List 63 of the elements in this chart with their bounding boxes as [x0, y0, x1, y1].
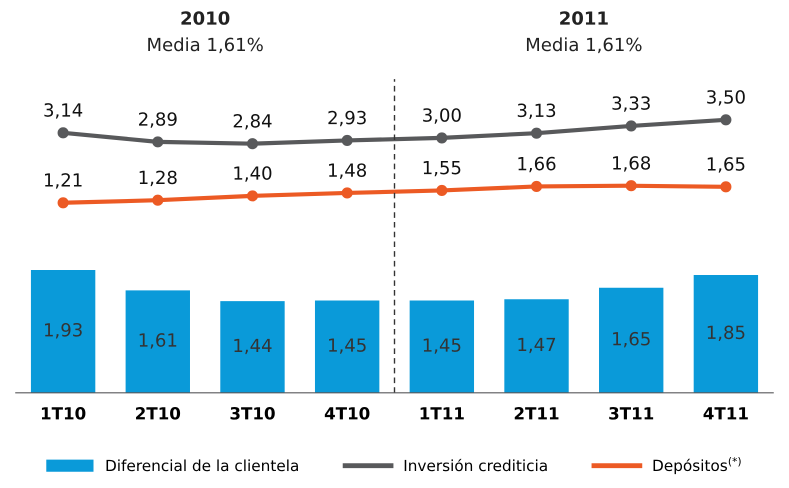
- data-label: 1,45: [329, 338, 366, 354]
- point: [530, 180, 542, 192]
- point: [436, 184, 448, 196]
- point: [58, 127, 69, 138]
- legend-label: Inversión crediticia: [404, 458, 547, 472]
- data-label: 1,68: [613, 156, 650, 172]
- x-tick-label: 1T10: [42, 407, 86, 420]
- point: [720, 181, 732, 192]
- data-label: 3,33: [612, 96, 650, 112]
- bar: [694, 275, 758, 393]
- data-label: 2,93: [328, 110, 366, 126]
- data-label: 2,89: [139, 112, 177, 128]
- legend-label: Depósitos$^{(*)}$: [654, 456, 741, 474]
- data-label: 1,45: [424, 338, 460, 354]
- point: [342, 134, 353, 146]
- text: Media 1,61%: [148, 37, 263, 54]
- data-label: 1,65: [613, 332, 650, 348]
- data-label: 1,21: [45, 173, 82, 189]
- data-label: 1,61: [140, 333, 176, 349]
- point: [626, 180, 637, 192]
- x-tick-label: 2T11: [514, 407, 558, 420]
- data-label: 3,14: [44, 103, 82, 119]
- bar: [410, 300, 474, 393]
- data-label: 1,48: [329, 163, 366, 179]
- x-tick-label: 1T11: [420, 407, 464, 420]
- point: [152, 194, 164, 206]
- x-tick-label: 4T11: [704, 407, 748, 420]
- x-tick-label: 2T10: [136, 407, 180, 420]
- text: 2011: [560, 11, 608, 25]
- data-label: 1,85: [708, 326, 744, 342]
- bar: [30, 270, 96, 393]
- x-tick-label: 3T11: [609, 407, 654, 420]
- bar: [504, 299, 569, 393]
- data-label: 3,50: [707, 90, 745, 106]
- bar: [126, 290, 190, 393]
- point: [152, 136, 164, 148]
- point: [720, 114, 732, 126]
- data-label: 1,65: [708, 157, 744, 173]
- bar: [314, 300, 380, 393]
- data-label: 1,28: [140, 170, 177, 186]
- data-label: 1,55: [424, 161, 460, 176]
- point: [246, 138, 258, 150]
- data-label: 3,00: [423, 108, 461, 124]
- point: [436, 132, 448, 144]
- data-label: 1,47: [518, 338, 556, 354]
- data-label: 1,93: [45, 322, 82, 338]
- point: [58, 197, 69, 208]
- text: Media 1,61%: [526, 37, 642, 54]
- legend-label: Diferencial de la clientela: [106, 459, 298, 472]
- point: [342, 187, 353, 199]
- data-label: 1,40: [234, 166, 272, 182]
- point: [246, 190, 258, 202]
- data-label: 1,66: [518, 156, 556, 172]
- data-label: 2,84: [234, 114, 272, 130]
- data-label: 3,13: [518, 104, 556, 120]
- bar: [220, 301, 285, 393]
- text: 2010: [181, 11, 230, 25]
- x-tick-label: 4T10: [324, 407, 370, 420]
- point: [530, 128, 542, 139]
- bar: [599, 288, 664, 393]
- data-label: 1,44: [234, 338, 272, 354]
- point: [626, 120, 637, 132]
- x-tick-label: 3T10: [230, 407, 275, 420]
